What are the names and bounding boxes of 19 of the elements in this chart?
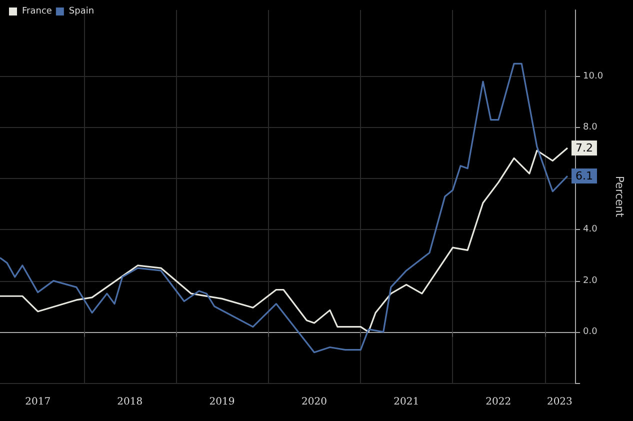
x-tick-label: 2021 (394, 396, 420, 408)
x-tick-label: 2017 (25, 396, 51, 408)
data-label: 6.1 (575, 170, 593, 183)
legend-label: France (22, 6, 52, 16)
x-tick-label: 2020 (302, 396, 327, 408)
y-tick-label: 10.0 (583, 71, 604, 82)
x-tick-label: 2023 (546, 396, 572, 408)
y-tick-label: 2.0 (583, 276, 598, 286)
y-tick-label: 0.0 (583, 326, 598, 337)
y-axis-title: Percent (613, 176, 626, 218)
x-tick-label: 2022 (486, 396, 512, 408)
y-tick-label: 4.0 (583, 224, 598, 235)
data-label: 7.2 (575, 141, 593, 154)
x-tick-label: 2018 (117, 396, 143, 408)
line-series (0, 62, 568, 354)
legend-label: Spain (68, 6, 94, 16)
line-series (0, 147, 568, 333)
x-tick-label: 2019 (209, 396, 235, 408)
y-tick-label: 8.0 (583, 122, 598, 133)
